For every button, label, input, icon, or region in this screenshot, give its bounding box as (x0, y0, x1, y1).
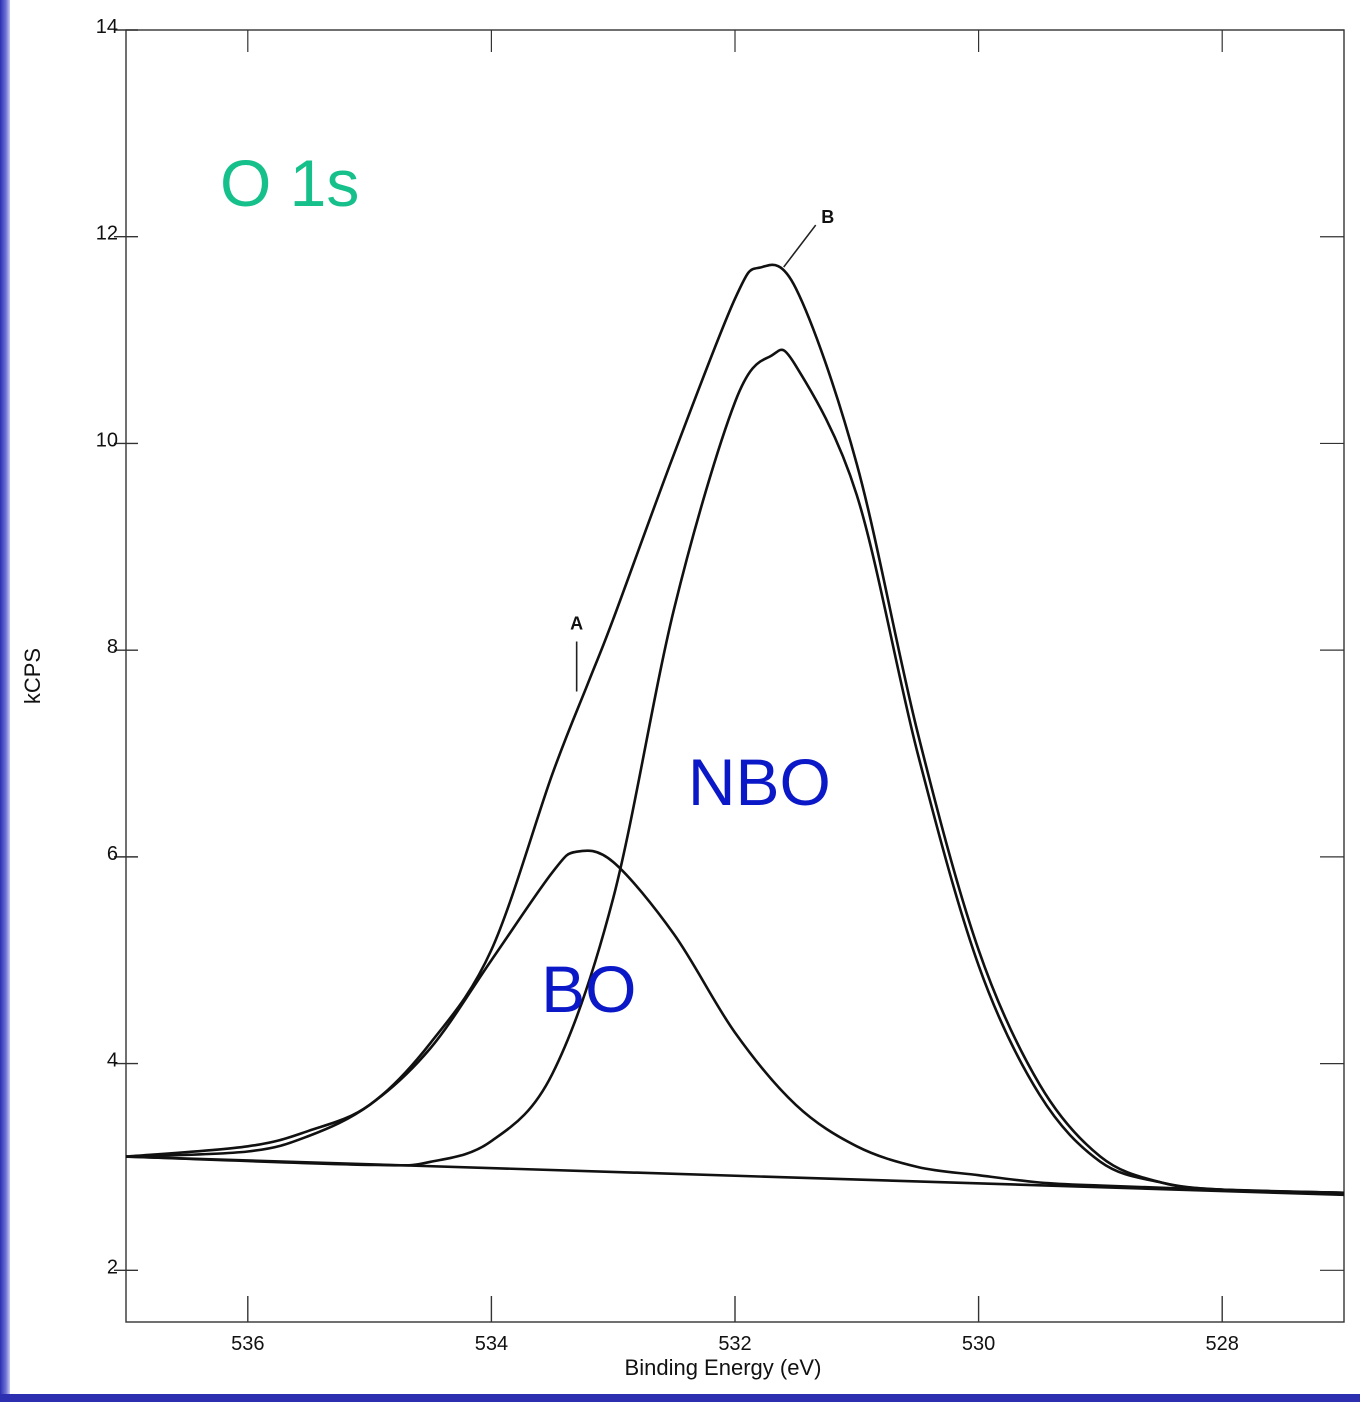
x-tick-label: 532 (718, 1333, 751, 1355)
background-line (125, 1155, 1345, 1197)
peak-b-label: B (821, 207, 834, 227)
peak-a-label: A (570, 614, 583, 634)
y-tick-label: 4 (107, 1050, 118, 1072)
plot-axes: 2 4 6 8 10 12 14 536 534 532 530 528 (96, 16, 1345, 1355)
bo-component-line (125, 849, 1345, 1195)
y-tick-label: 8 (107, 636, 118, 658)
chart-title: O 1s (220, 146, 359, 220)
peak-b-marker (783, 224, 817, 268)
slide-frame-bottom (0, 1394, 1360, 1402)
plot-series (125, 263, 1345, 1197)
y-tick-label: 10 (96, 429, 118, 451)
y-tick-label: 6 (107, 843, 118, 865)
x-tick-label: 528 (1206, 1333, 1239, 1355)
x-tick-label: 534 (475, 1333, 508, 1355)
y-tick-label: 12 (96, 223, 118, 245)
x-axis-title: Binding Energy (eV) (625, 1355, 822, 1380)
plot-frame (125, 29, 1345, 1323)
nbo-component-line (125, 348, 1345, 1195)
y-tick-label: 14 (96, 16, 118, 38)
bo-component-label: BO (541, 952, 636, 1026)
envelope-fit-line (125, 263, 1345, 1195)
y-tick-label: 2 (107, 1256, 118, 1278)
slide-frame-left (0, 0, 10, 1402)
y-axis-title: kCPS (20, 648, 45, 704)
plot-labels: Binding Energy (eV) kCPS A B NBO BO O 1s (20, 146, 834, 1380)
x-tick-label: 530 (962, 1333, 995, 1355)
nbo-component-label: NBO (688, 745, 831, 819)
x-tick-label: 536 (231, 1333, 264, 1355)
